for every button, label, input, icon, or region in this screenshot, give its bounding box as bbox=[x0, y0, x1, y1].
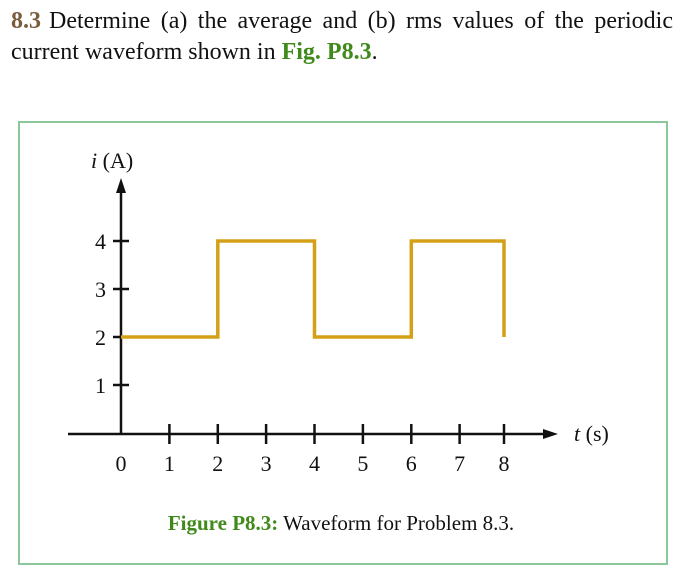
x-ticks bbox=[168, 424, 506, 444]
current-waveform bbox=[121, 239, 506, 339]
problem-text-end: . bbox=[371, 39, 378, 65]
svg-text:0: 0 bbox=[116, 451, 127, 476]
x-axis-label: t (s) bbox=[574, 421, 609, 446]
svg-text:5: 5 bbox=[357, 451, 368, 476]
caption-text: Waveform for Problem 8.3. bbox=[278, 511, 515, 535]
svg-text:3: 3 bbox=[95, 277, 106, 302]
x-axis-arrow-icon bbox=[543, 429, 558, 439]
y-axis-arrow-icon bbox=[116, 178, 126, 193]
svg-text:8: 8 bbox=[499, 451, 510, 476]
svg-text:3: 3 bbox=[261, 451, 272, 476]
x-tick-labels: 0 1 2 3 4 5 6 7 8 bbox=[116, 451, 510, 476]
svg-text:4: 4 bbox=[309, 451, 320, 476]
svg-text:1: 1 bbox=[164, 451, 175, 476]
svg-text:2: 2 bbox=[212, 451, 223, 476]
svg-text:7: 7 bbox=[454, 451, 465, 476]
y-axis-label: i (A) bbox=[91, 148, 133, 173]
problem-text: Determine (a) the average and (b) rms va… bbox=[11, 8, 673, 65]
svg-text:2: 2 bbox=[95, 325, 106, 350]
figure-reference-link[interactable]: Fig. P8.3 bbox=[281, 39, 372, 65]
svg-text:6: 6 bbox=[406, 451, 417, 476]
svg-text:1: 1 bbox=[95, 373, 106, 398]
y-tick-labels: 1 2 3 4 bbox=[95, 229, 106, 398]
problem-number: 8.3 bbox=[11, 8, 41, 34]
svg-text:4: 4 bbox=[95, 229, 106, 254]
caption-label: Figure P8.3: bbox=[167, 511, 279, 535]
problem-statement: 8.3 Determine (a) the average and (b) rms… bbox=[11, 6, 673, 68]
figure-caption: Figure P8.3: Waveform for Problem 8.3. bbox=[0, 511, 682, 536]
figure-frame bbox=[18, 121, 668, 565]
